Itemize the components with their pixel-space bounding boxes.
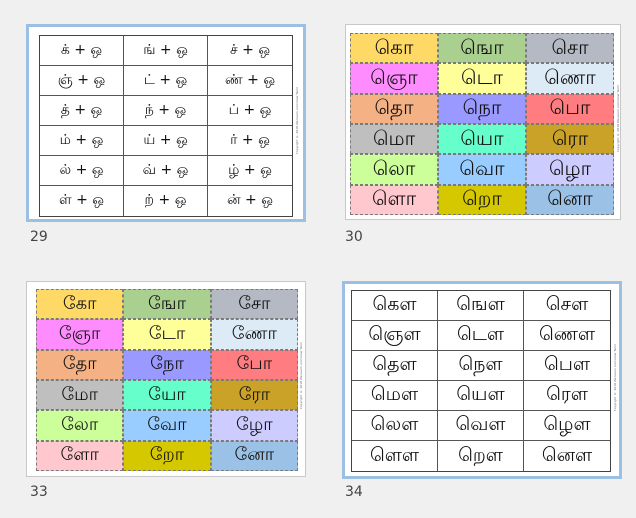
table-cell: டொ: [438, 63, 526, 94]
table-cell: ளொ: [350, 184, 438, 215]
table-cell: மௌ: [352, 381, 438, 411]
table-cell: ன் + ஒ: [227, 192, 273, 208]
table-cell: டோ: [123, 319, 211, 350]
table-cell: வொ: [438, 154, 526, 185]
table-cell: ப் + ஒ: [208, 96, 292, 126]
slide-table: க் + ஒ ங் + ஒ ச் + ஒ ஞ் + ஒ ட் + ஒ ண் + ஒ த் +…: [39, 35, 293, 217]
table-cell: சோ: [210, 289, 298, 320]
table-cell: வௌ: [438, 411, 524, 441]
table-cell: ய் + ஒ: [124, 126, 208, 156]
table-cell: ழொ: [526, 154, 614, 185]
table-cell: போ: [210, 349, 298, 380]
table-cell: ழோ: [210, 410, 298, 441]
table-cell: யௌ: [438, 381, 524, 411]
slide-table: கௌ ஙௌ சௌ ஞௌ டௌ ணௌ தௌ நௌ பௌ மௌ யௌ ரௌ லௌ வௌ ழௌ ளௌ றௌ னௌ: [351, 290, 611, 472]
copyright-note: Copyright © 2018 We Learn and Grow Tamil: [295, 87, 299, 155]
table-cell: நௌ: [438, 351, 524, 381]
table-cell: றோ: [123, 440, 211, 471]
table-cell: ளௌ: [352, 441, 438, 471]
slide-number: 33: [30, 484, 48, 500]
table-cell: ம் + ஒ: [40, 126, 124, 156]
table-cell: டௌ: [438, 321, 524, 351]
table-cell: ளோ: [36, 440, 124, 471]
table-cell: ந் + ஒ: [124, 96, 208, 126]
table-cell: லோ: [36, 410, 124, 441]
table-cell: நோ: [123, 349, 211, 380]
table-cell: தௌ: [352, 351, 438, 381]
table-cell: தோ: [36, 349, 124, 380]
table-cell: ஙோ: [123, 289, 211, 320]
copyright-note: Copyright © 2018 We Learn and Grow Tamil: [299, 342, 303, 410]
table-cell: கௌ: [352, 291, 438, 321]
table-cell: பௌ: [524, 351, 610, 381]
table-cell: மொ: [350, 124, 438, 155]
slide-thumbnail-30[interactable]: கொ ஙொ சொ ஞொ டொ ணொ தொ நொ பொ மொ யொ ரொ லொ வொ ழொ ளொ றொ னொ Cop…: [345, 24, 621, 220]
slide-table: கோ ஙோ சோ ஞோ டோ ணோ தோ நோ போ மோ யோ ரோ லோ வோ ழோ ளோ றோ னோ: [36, 289, 298, 471]
table-cell: லொ: [350, 154, 438, 185]
table-cell: ர் + ஒ: [208, 126, 292, 156]
table-cell: ஙௌ: [438, 291, 524, 321]
table-cell: வோ: [123, 410, 211, 441]
table-cell: நொ: [438, 93, 526, 124]
table-cell: னொ: [526, 184, 614, 215]
table-cell: ஙொ: [438, 33, 526, 64]
slide-number: 34: [345, 484, 363, 500]
table-cell: ரோ: [210, 380, 298, 411]
table-cell: ஞொ: [350, 63, 438, 94]
table-cell: ள் + ஒ: [40, 186, 124, 216]
table-cell: மோ: [36, 380, 124, 411]
table-cell: ணௌ: [524, 321, 610, 351]
table-cell: கொ: [350, 33, 438, 64]
table-cell: யொ: [438, 124, 526, 155]
table-cell: யோ: [123, 380, 211, 411]
table-cell: தொ: [350, 93, 438, 124]
table-cell: ழௌ: [524, 411, 610, 441]
table-cell: த் + ஒ: [40, 96, 124, 126]
table-cell: கோ: [36, 289, 124, 320]
table-cell: ண் + ஒ: [208, 66, 292, 96]
table-cell: ணோ: [210, 319, 298, 350]
table-cell: ற் + ஒ: [124, 186, 208, 216]
slide-number: 30: [345, 229, 363, 245]
table-cell: வ் + ஒ: [124, 156, 208, 186]
slide-number: 29: [30, 229, 48, 245]
table-cell: க் + ஒ: [40, 36, 124, 66]
table-cell: ட் + ஒ: [124, 66, 208, 96]
table-cell: ரௌ: [524, 381, 610, 411]
table-cell: பொ: [526, 93, 614, 124]
table-cell: லௌ: [352, 411, 438, 441]
slide-table: கொ ஙொ சொ ஞொ டொ ணொ தொ நொ பொ மொ யொ ரொ லொ வொ ழொ ளொ றொ னொ: [350, 33, 614, 215]
table-cell: ஞௌ: [352, 321, 438, 351]
table-cell: னௌ: [541, 443, 593, 466]
table-cell: சொ: [526, 33, 614, 64]
slide-thumbnail-34[interactable]: கௌ ஙௌ சௌ ஞௌ டௌ ணௌ தௌ நௌ பௌ மௌ யௌ ரௌ லௌ வௌ ழௌ ளௌ றௌ னௌ Cop…: [342, 281, 622, 479]
copyright-note: Copyright © 2018 We Learn and Grow Tamil: [616, 85, 620, 153]
slide-thumbnail-29[interactable]: க் + ஒ ங் + ஒ ச் + ஒ ஞ் + ஒ ட் + ஒ ண் + ஒ த் +…: [26, 24, 306, 222]
table-cell: ணொ: [526, 63, 614, 94]
table-cell: ஞ் + ஒ: [40, 66, 124, 96]
table-cell: னோ: [210, 440, 298, 471]
table-cell: ழ் + ஒ: [208, 156, 292, 186]
table-cell: ரொ: [526, 124, 614, 155]
copyright-note: Copyright © 2018 We Learn and Grow Tamil: [613, 344, 617, 412]
table-cell: ஞோ: [36, 319, 124, 350]
table-cell: சௌ: [524, 291, 610, 321]
table-cell: றொ: [438, 184, 526, 215]
table-cell: ச் + ஒ: [208, 36, 292, 66]
table-cell: றௌ: [438, 441, 524, 471]
table-cell: ல் + ஒ: [40, 156, 124, 186]
slide-thumbnail-33[interactable]: கோ ஙோ சோ ஞோ டோ ணோ தோ நோ போ மோ யோ ரோ லோ வோ ழோ ளோ றோ னோ Cop…: [26, 281, 306, 477]
table-cell: ங் + ஒ: [124, 36, 208, 66]
